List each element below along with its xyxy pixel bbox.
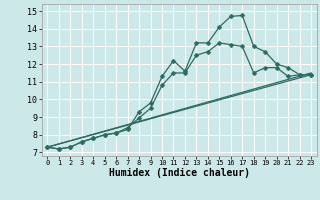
X-axis label: Humidex (Indice chaleur): Humidex (Indice chaleur): [109, 168, 250, 178]
